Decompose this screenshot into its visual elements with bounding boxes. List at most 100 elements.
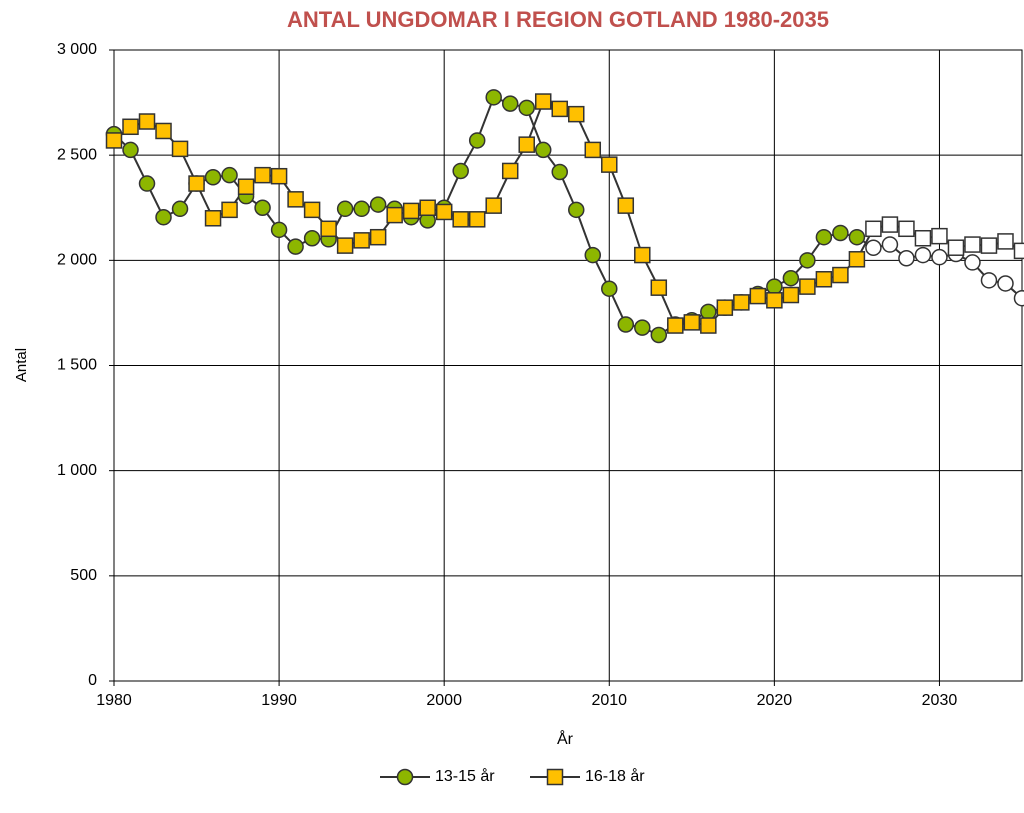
series-line (113, 100, 1023, 327)
data-point (122, 118, 139, 136)
data-point (204, 169, 222, 186)
legend-label: 13-15 år (435, 767, 495, 785)
data-point (980, 237, 998, 254)
y-tick-label: 1 000 (57, 462, 97, 479)
data-point (815, 228, 833, 246)
data-point (865, 239, 882, 256)
legend-item: 16-18 år (530, 767, 645, 786)
data-point (254, 166, 271, 184)
x-tick-label: 1980 (96, 692, 132, 709)
legend-label: 16-18 år (585, 767, 645, 785)
data-point (914, 229, 932, 247)
data-point (303, 229, 321, 247)
data-point (914, 246, 932, 264)
data-point (782, 286, 800, 304)
data-point (799, 278, 816, 295)
data-point (353, 232, 370, 249)
data-point (881, 216, 899, 233)
data-point (254, 199, 271, 216)
x-tick-label: 2030 (922, 692, 958, 709)
data-point (832, 266, 849, 284)
data-point (171, 140, 189, 158)
data-point (848, 251, 866, 268)
x-tick-label: 1990 (261, 692, 297, 709)
data-point (287, 238, 304, 255)
data-point (221, 166, 238, 184)
data-point (997, 233, 1014, 250)
y-tick-label: 1 500 (57, 357, 97, 374)
data-point (501, 162, 519, 180)
data-point (700, 317, 717, 334)
data-point (1013, 242, 1024, 260)
data-point (336, 237, 354, 254)
data-point (568, 105, 585, 123)
data-point (766, 292, 783, 309)
y-tick-label: 0 (88, 672, 97, 689)
data-point (865, 220, 882, 238)
data-point (617, 316, 635, 333)
data-point (369, 228, 387, 246)
data-point (435, 203, 453, 221)
data-point (568, 201, 585, 219)
data-point (221, 201, 238, 219)
data-point (782, 269, 800, 287)
data-point (650, 326, 668, 344)
data-point (452, 211, 469, 228)
data-point (468, 132, 486, 149)
data-point (733, 294, 750, 311)
plot-area (113, 49, 1023, 682)
data-point (931, 227, 948, 245)
data-point (551, 163, 568, 181)
data-point (204, 210, 222, 227)
data-point (171, 200, 189, 218)
data-point (188, 175, 205, 192)
data-point (634, 246, 651, 264)
x-tick-label: 2020 (757, 692, 793, 709)
data-point (584, 141, 602, 159)
data-point (501, 95, 519, 112)
data-point (518, 136, 535, 153)
data-point (452, 162, 469, 180)
data-point (402, 202, 420, 220)
y-tick-label: 500 (70, 567, 97, 584)
data-point (270, 221, 288, 239)
data-point (270, 167, 288, 185)
data-point (1013, 289, 1024, 307)
data-point (353, 200, 370, 218)
data-point (749, 287, 767, 305)
data-point (964, 254, 981, 271)
data-point (386, 206, 403, 224)
data-point (485, 89, 502, 106)
data-point (650, 279, 668, 296)
y-tick-label: 3 000 (57, 41, 97, 58)
y-axis-title: Antal (13, 348, 30, 382)
data-point (617, 197, 635, 214)
data-point (320, 220, 337, 238)
data-point (369, 196, 387, 213)
y-tick-label: 2 000 (57, 252, 97, 269)
data-point (667, 317, 684, 334)
data-point (964, 236, 981, 253)
data-point (485, 197, 502, 214)
data-point (716, 299, 734, 316)
data-point (799, 252, 816, 269)
data-point (155, 122, 172, 140)
data-point (155, 208, 172, 226)
data-point (980, 272, 998, 289)
data-point (518, 99, 535, 117)
data-point (700, 303, 717, 321)
legend-marker (396, 768, 414, 786)
data-point (815, 271, 833, 288)
x-axis-title: År (557, 729, 574, 748)
data-point (419, 199, 436, 216)
data-point (303, 201, 321, 219)
data-point (105, 132, 123, 149)
x-tick-label: 2000 (426, 692, 462, 709)
data-point (468, 211, 486, 228)
data-point (534, 141, 552, 159)
data-point (584, 246, 602, 264)
data-point (898, 220, 915, 238)
y-tick-label: 2 500 (57, 146, 97, 163)
data-point (881, 236, 899, 253)
